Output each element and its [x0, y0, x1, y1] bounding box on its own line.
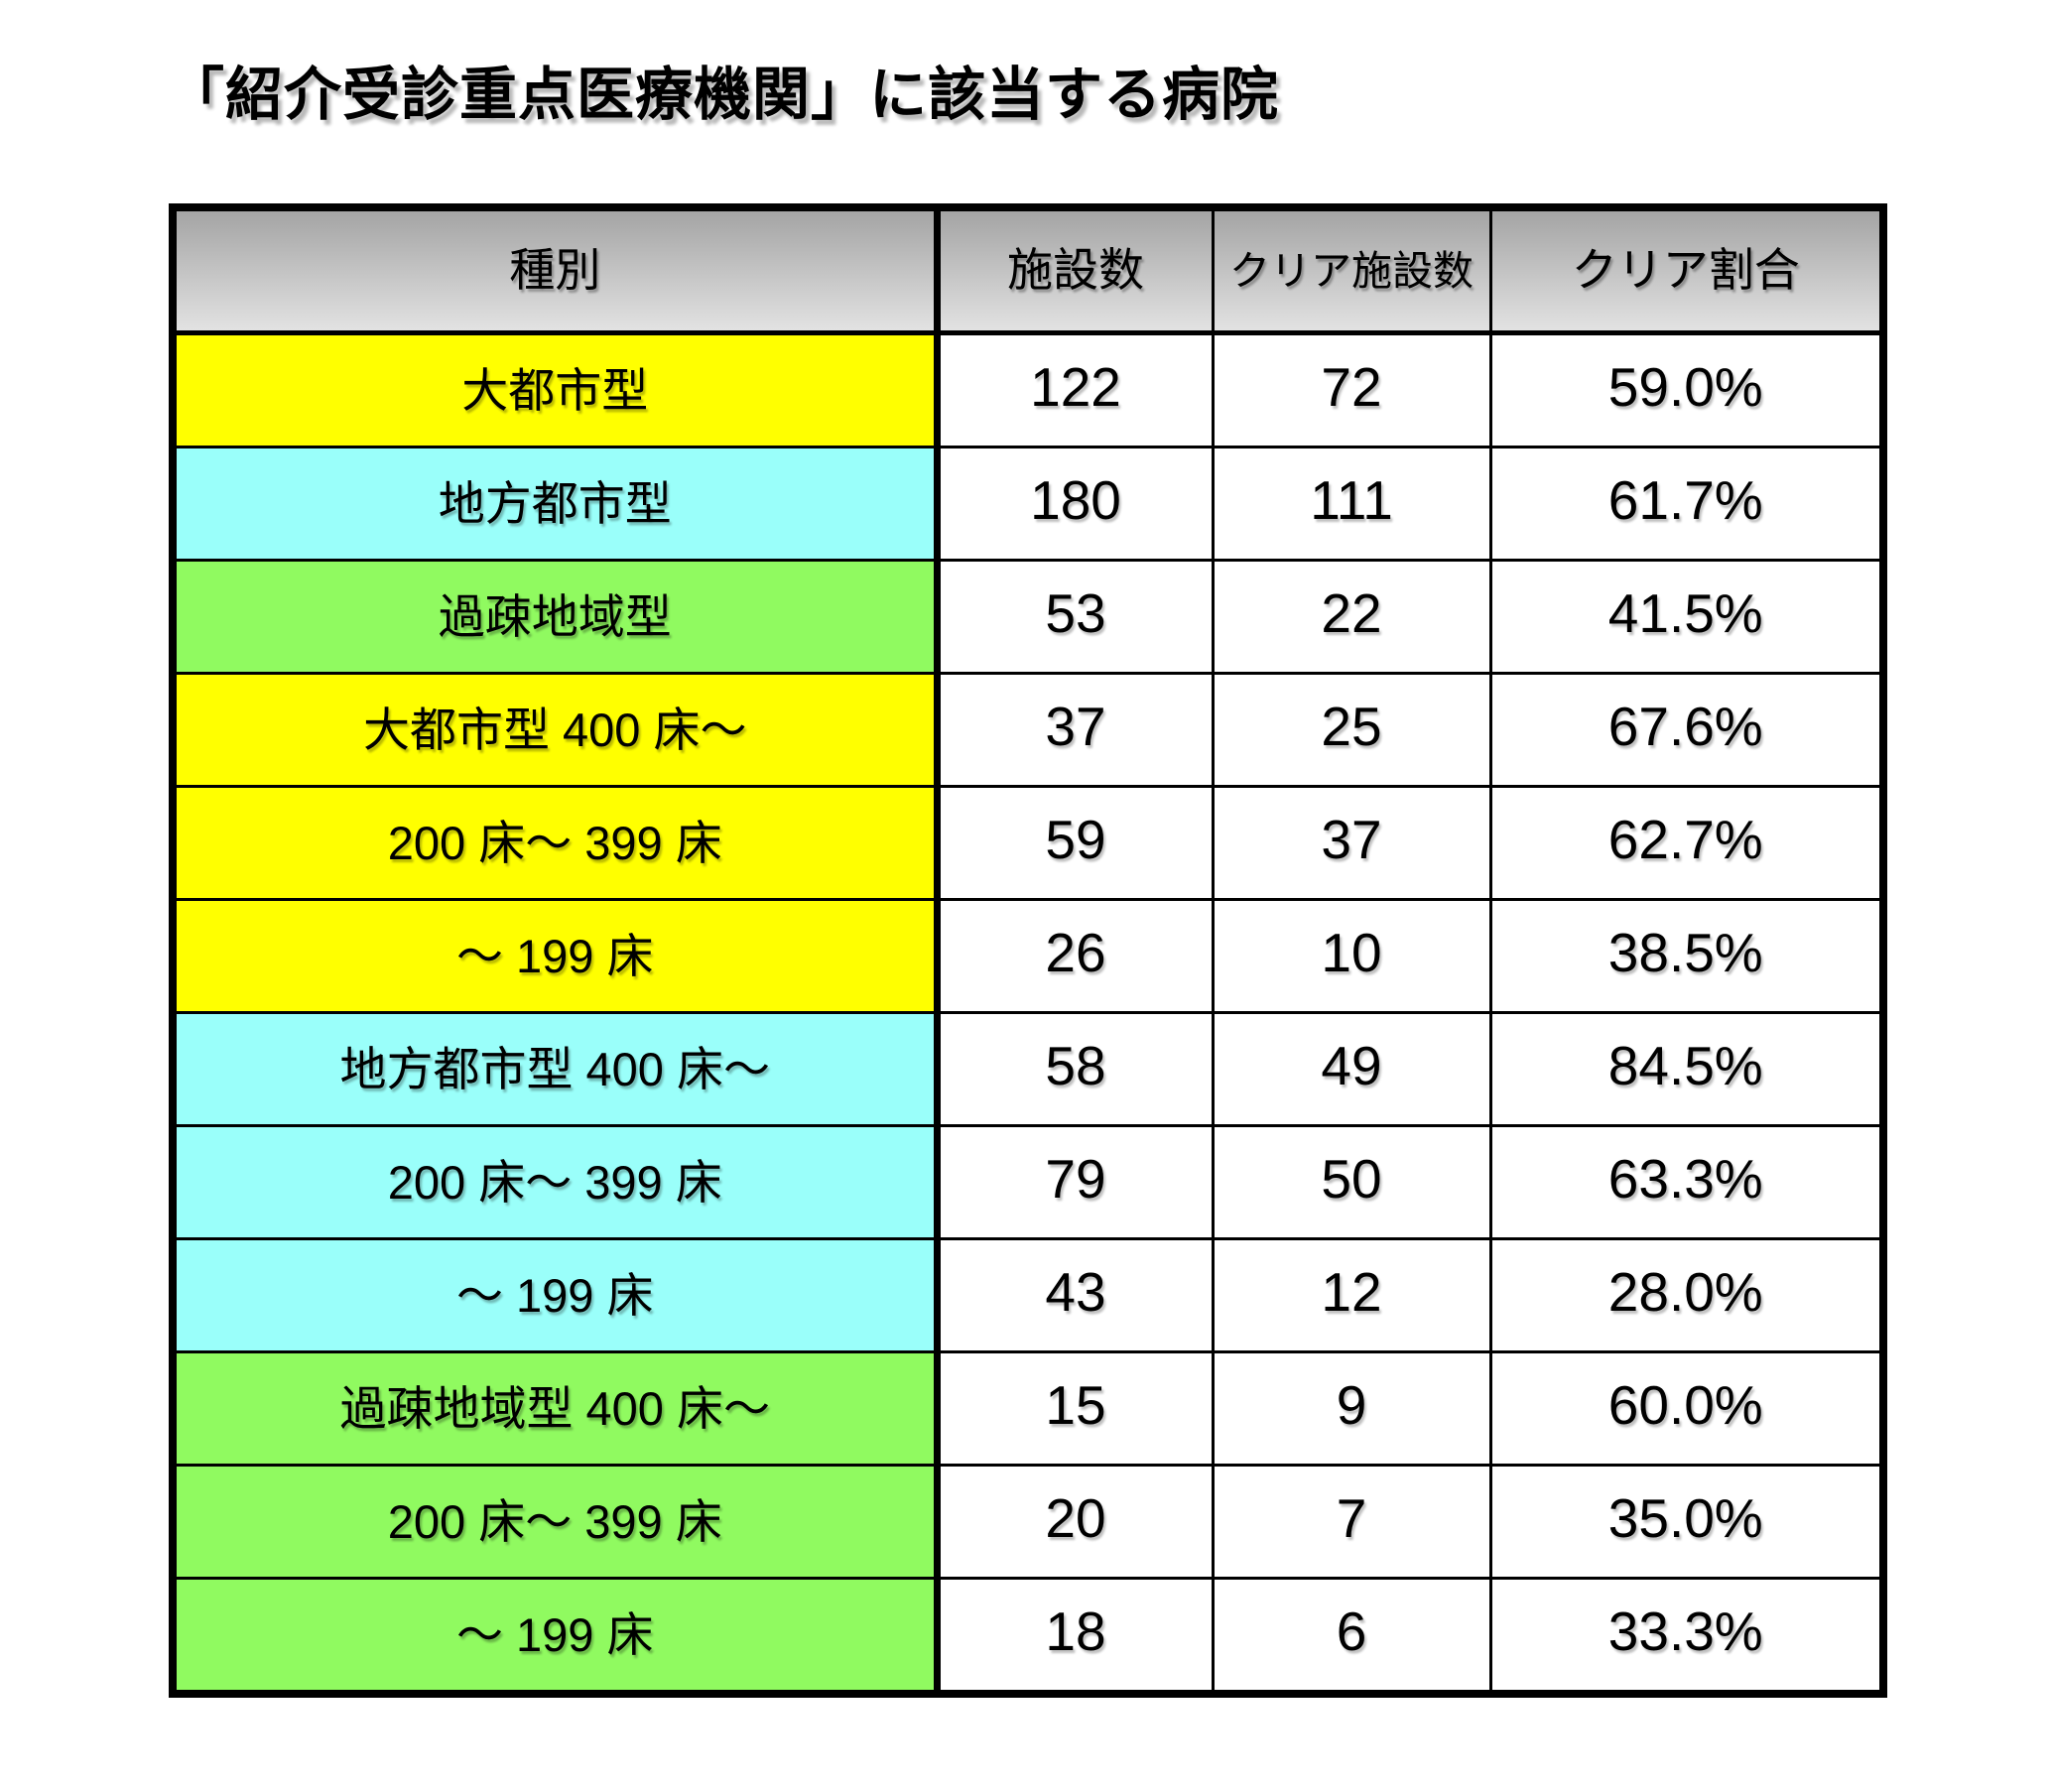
clear-facilities-count-cell: 49: [1211, 1011, 1492, 1127]
facilities-count-cell: 180: [935, 446, 1215, 562]
category-cell: ～ 199 床: [171, 1577, 941, 1696]
table-body: 大都市型 122 72 59.0% 地方都市型 180 111 61.7% 過疎…: [171, 331, 1885, 1696]
table-row: 過疎地域型 400 床～ 15 9 60.0%: [171, 1350, 1885, 1467]
table-row: 大都市型 400 床～ 37 25 67.6%: [171, 672, 1885, 788]
clear-facilities-count-cell: 9: [1211, 1350, 1492, 1467]
hospital-data-table: 種別 施設数 クリア施設数 クリア割合 大都市型 122 72 59.0% 地方…: [169, 203, 1887, 1698]
facilities-count-cell: 122: [935, 331, 1215, 448]
clear-ratio-cell: 67.6%: [1488, 672, 1885, 788]
clear-facilities-count-cell: 37: [1211, 785, 1492, 901]
table-row: ～ 199 床 43 12 28.0%: [171, 1237, 1885, 1353]
category-cell: 大都市型 400 床～: [171, 672, 941, 788]
table-row: 大都市型 122 72 59.0%: [171, 331, 1885, 448]
clear-facilities-count-cell: 6: [1211, 1577, 1492, 1696]
clear-ratio-cell: 33.3%: [1488, 1577, 1885, 1696]
clear-facilities-count-cell: 111: [1211, 446, 1492, 562]
table-row: ～ 199 床 18 6 33.3%: [171, 1577, 1885, 1696]
facilities-count-cell: 37: [935, 672, 1215, 788]
table-row: 過疎地域型 53 22 41.5%: [171, 559, 1885, 675]
clear-ratio-cell: 61.7%: [1488, 446, 1885, 562]
facilities-count-cell: 43: [935, 1237, 1215, 1353]
table-row: 200 床～ 399 床 59 37 62.7%: [171, 785, 1885, 901]
category-cell: 大都市型: [171, 331, 941, 448]
clear-ratio-cell: 41.5%: [1488, 559, 1885, 675]
clear-ratio-cell: 84.5%: [1488, 1011, 1885, 1127]
clear-ratio-cell: 63.3%: [1488, 1124, 1885, 1240]
column-header-clear-facilities: クリア施設数: [1211, 205, 1492, 335]
facilities-count-cell: 58: [935, 1011, 1215, 1127]
clear-ratio-cell: 28.0%: [1488, 1237, 1885, 1353]
clear-facilities-count-cell: 7: [1211, 1464, 1492, 1580]
clear-ratio-cell: 38.5%: [1488, 898, 1885, 1014]
category-cell: 200 床～ 399 床: [171, 785, 941, 901]
clear-facilities-count-cell: 22: [1211, 559, 1492, 675]
facilities-count-cell: 79: [935, 1124, 1215, 1240]
facilities-count-cell: 26: [935, 898, 1215, 1014]
clear-facilities-count-cell: 50: [1211, 1124, 1492, 1240]
clear-ratio-cell: 59.0%: [1488, 331, 1885, 448]
column-header-clear-ratio: クリア割合: [1488, 205, 1885, 335]
facilities-count-cell: 15: [935, 1350, 1215, 1467]
category-cell: 200 床～ 399 床: [171, 1464, 941, 1580]
category-cell: 200 床～ 399 床: [171, 1124, 941, 1240]
category-cell: 地方都市型: [171, 446, 941, 562]
table-header: 種別 施設数 クリア施設数 クリア割合: [171, 205, 1885, 335]
page-title: 「紹介受診重点医療機関」に該当する病院: [167, 63, 1280, 127]
table-row: 200 床～ 399 床 20 7 35.0%: [171, 1464, 1885, 1580]
clear-ratio-cell: 60.0%: [1488, 1350, 1885, 1467]
table-row: 200 床～ 399 床 79 50 63.3%: [171, 1124, 1885, 1240]
clear-facilities-count-cell: 72: [1211, 331, 1492, 448]
category-cell: 過疎地域型: [171, 559, 941, 675]
clear-facilities-count-cell: 10: [1211, 898, 1492, 1014]
table-row: 地方都市型 400 床～ 58 49 84.5%: [171, 1011, 1885, 1127]
category-cell: ～ 199 床: [171, 1237, 941, 1353]
clear-ratio-cell: 62.7%: [1488, 785, 1885, 901]
category-cell: 地方都市型 400 床～: [171, 1011, 941, 1127]
category-cell: 過疎地域型 400 床～: [171, 1350, 941, 1467]
column-header-facilities: 施設数: [935, 205, 1215, 335]
clear-ratio-cell: 35.0%: [1488, 1464, 1885, 1580]
header-row: 種別 施設数 クリア施設数 クリア割合: [171, 205, 1885, 335]
facilities-count-cell: 53: [935, 559, 1215, 675]
table-row: ～ 199 床 26 10 38.5%: [171, 898, 1885, 1014]
facilities-count-cell: 59: [935, 785, 1215, 901]
clear-facilities-count-cell: 25: [1211, 672, 1492, 788]
facilities-count-cell: 18: [935, 1577, 1215, 1696]
category-cell: ～ 199 床: [171, 898, 941, 1014]
facilities-count-cell: 20: [935, 1464, 1215, 1580]
table-row: 地方都市型 180 111 61.7%: [171, 446, 1885, 562]
column-header-category: 種別: [171, 205, 941, 335]
clear-facilities-count-cell: 12: [1211, 1237, 1492, 1353]
